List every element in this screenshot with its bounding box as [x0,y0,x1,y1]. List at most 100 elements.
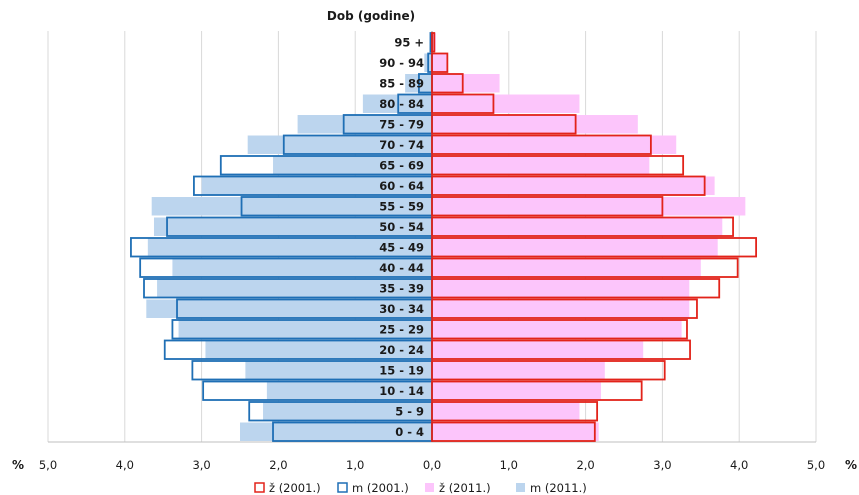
age-group-label: 0 - 4 [395,425,424,439]
bar--2011- [432,258,701,277]
bar--2011- [432,402,580,421]
age-group-label: 35 - 39 [379,281,424,295]
bar--2001- [431,298,698,319]
bar-m-2011- [205,340,432,359]
bar--2001- [431,421,596,442]
age-group-label: 90 - 94 [379,56,424,70]
bar--2001- [431,134,652,155]
age-group-label: 95 + [394,35,424,49]
age-group-label: 80 - 84 [379,97,424,111]
bar--2001- [431,319,688,340]
bar-m-2011- [273,156,432,175]
bar-m-2011- [172,258,433,277]
age-group-label: 10 - 14 [379,384,424,398]
bar--2011- [432,422,599,441]
y-axis-title: Dob (godine) [327,9,415,23]
bar--2011- [432,217,723,236]
bar-m-2011- [178,320,432,339]
bar--2001- [431,196,664,217]
bar--2011- [432,279,690,298]
x-tick-label: 1,0 [346,458,364,472]
x-tick-label: 4,0 [730,458,748,472]
bar--2001- [431,401,599,422]
age-group-label: 60 - 64 [379,179,424,193]
bar--2011- [432,381,601,400]
bar--2001- [431,257,739,278]
bar-m-2011- [153,217,433,236]
age-group-label: 75 - 79 [379,117,424,131]
bar-m-2011- [263,402,432,421]
age-group-label: 45 - 49 [379,240,424,254]
bar--2001- [431,278,721,299]
x-tick-label: 3,0 [192,458,210,472]
bar--2011- [432,156,650,175]
legend: ž (2001.) m (2001.) ž (2011.) m (2011.) [254,481,587,495]
bar--2011- [432,135,677,154]
bar--2011- [432,197,746,216]
legend-label: m (2001.) [352,481,409,495]
x-tick-label: 5,0 [807,458,825,472]
bar--2011- [432,74,500,93]
legend-swatch [337,482,348,493]
bar-m-2011- [247,135,432,154]
bar-m-2011- [147,238,432,257]
age-group-label: 70 - 74 [379,138,424,152]
bar--2001- [431,93,495,114]
age-group-label: 85 - 89 [379,76,424,90]
bar--2001- [431,360,666,381]
bar--2001- [431,52,449,73]
x-tick-label: 3,0 [653,458,671,472]
bar--2011- [432,238,718,257]
bar--2001- [431,155,685,176]
x-unit-left: % [12,458,24,472]
x-tick-label: 2,0 [576,458,594,472]
legend-swatch [254,482,265,493]
x-tick-label: 4,0 [116,458,134,472]
axes: Dob (godine) % % [12,9,857,472]
bar-m-2011- [151,197,432,216]
bar--2011- [432,53,448,72]
age-group-label: 40 - 44 [379,261,424,275]
bar--2001- [431,175,706,196]
bar--2011- [432,361,605,380]
age-group-label: 25 - 29 [379,322,424,336]
age-group-label: 20 - 24 [379,343,424,357]
bar--2011- [432,299,690,318]
bar--2011- [432,320,682,339]
legend-label: ž (2011.) [439,481,491,495]
x-tick-label: 2,0 [269,458,287,472]
age-group-label: 30 - 34 [379,302,424,316]
age-group-label: 50 - 54 [379,220,424,234]
bar--2011- [432,340,644,359]
bar--2001- [431,32,436,53]
legend-swatch [425,483,434,492]
age-group-label: 65 - 69 [379,158,424,172]
bar--2001- [431,237,758,258]
age-group-label: 15 - 19 [379,363,424,377]
bar--2001- [431,114,577,135]
x-tick-label: 1,0 [500,458,518,472]
legend-label: m (2011.) [530,481,587,495]
x-tick-label: 0,0 [423,458,441,472]
bars-2001 [130,32,758,442]
bar-m-2011- [240,422,432,441]
age-group-label: 5 - 9 [395,404,424,418]
bar--2001- [431,73,464,94]
bar--2001- [431,380,643,401]
age-group-labels: 95 + 90 - 94 85 - 89 80 - 84 75 - 79 70 - 74 6… [379,35,424,439]
bar-m-2011- [157,279,432,298]
bar-m-2011- [266,381,432,400]
bar--2011- [432,94,580,113]
bar--2001- [431,339,691,360]
x-tick-label: 5,0 [39,458,57,472]
bar-m-2011- [245,361,432,380]
legend-swatch [516,483,525,492]
age-group-label: 55 - 59 [379,199,424,213]
bar-m-2011- [297,115,432,134]
bar--2011- [432,115,638,134]
bars-2011 [146,33,746,441]
bar-m-2011- [201,176,432,195]
bar-m-2011- [146,299,433,318]
legend-label: ž (2001.) [269,481,321,495]
